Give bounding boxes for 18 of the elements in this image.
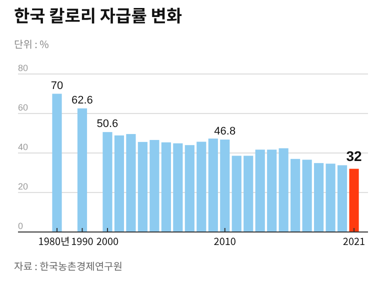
text: 자료 : 한국농촌경제연구원 [14, 258, 122, 273]
y-tick-label: 0 [18, 221, 24, 231]
y-tick-label: 80 [18, 63, 28, 73]
chart-title: 한국 칼로리 자급률 변화 [14, 2, 182, 27]
x-tick-label: 1990 [71, 233, 94, 248]
y-tick-label: 40 [18, 142, 28, 152]
x-tick-label: 2000 [96, 233, 120, 248]
data-label: 32 [346, 148, 362, 164]
data-label: 62.6 [72, 94, 93, 106]
data-label: 46.8 [214, 126, 236, 138]
x-tick-label: 2021 [342, 233, 366, 248]
data-label: 50.6 [96, 118, 118, 130]
y-tick-label: 60 [18, 102, 28, 112]
chart-subtitle: 단위 : % [14, 36, 49, 51]
x-tick-label: 2010 [214, 233, 236, 248]
y-tick-label: 20 [18, 182, 28, 192]
x-tick-label: 1980년 [38, 233, 70, 248]
data-label: 70 [50, 80, 64, 92]
